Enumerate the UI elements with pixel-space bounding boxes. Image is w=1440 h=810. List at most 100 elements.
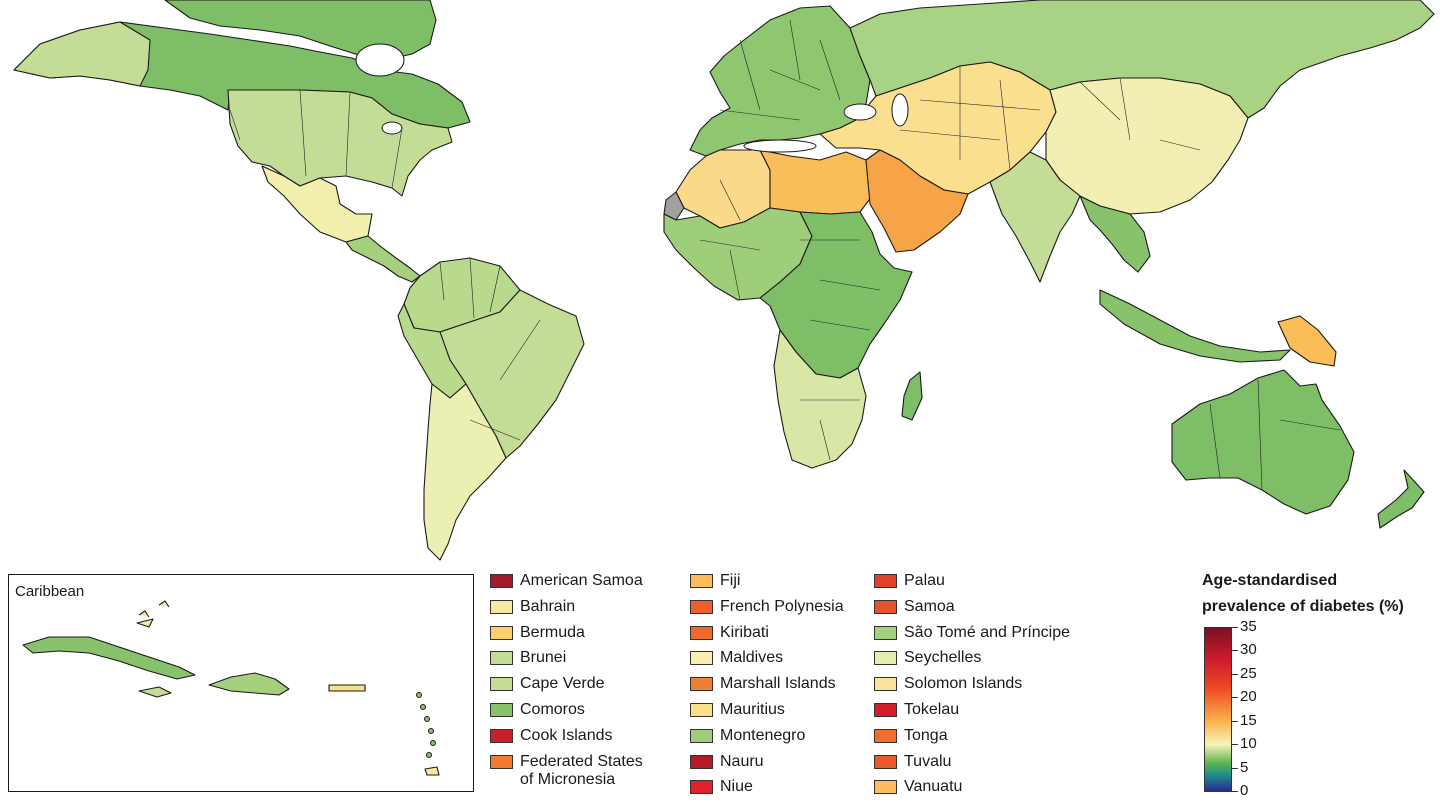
legend-swatch xyxy=(490,728,513,743)
legend-label: Marshall Islands xyxy=(720,675,836,693)
legend-label: São Tomé and Príncipe xyxy=(904,623,1071,641)
legend-label: Fiji xyxy=(720,572,741,589)
region-new-zealand xyxy=(1377,469,1425,529)
legend-swatch xyxy=(874,677,897,692)
caribbean-inset: Caribbean xyxy=(8,574,474,792)
region-jamaica xyxy=(138,686,172,698)
legend-label: Bermuda xyxy=(520,623,585,641)
scale-tick-mark xyxy=(1231,744,1238,746)
legend-swatch xyxy=(874,599,897,614)
legend-label: Federated States of Micronesia xyxy=(520,752,643,788)
legend-swatch xyxy=(490,651,513,666)
legend-label: Mauritius xyxy=(720,700,785,718)
legend-label: Tokelau xyxy=(904,700,960,718)
scale-tick-label: 35 xyxy=(1240,618,1257,635)
legend-swatch xyxy=(690,677,713,692)
legend-label: Kiribati xyxy=(720,623,769,641)
scale-tick-mark xyxy=(1231,650,1238,652)
legend-swatch xyxy=(690,780,713,795)
region-arabian-peninsula xyxy=(865,149,969,253)
legend-label: Nauru xyxy=(720,752,764,770)
region-trinidad xyxy=(424,766,440,776)
scale-tick-mark xyxy=(1231,627,1238,628)
legend-swatch xyxy=(874,728,897,743)
region-puerto-rico xyxy=(328,684,366,692)
legend-label: Brunei xyxy=(520,649,567,667)
legend-label: Solomon Islands xyxy=(904,675,1023,693)
legend-swatch xyxy=(690,599,713,614)
caribbean-inset-map xyxy=(22,600,440,776)
region-usa xyxy=(227,89,453,197)
legend-swatch xyxy=(874,780,897,795)
scale-tick-mark xyxy=(1231,697,1238,699)
region-india xyxy=(989,151,1081,283)
scale-tick-label: 30 xyxy=(1240,641,1257,659)
legend-swatch xyxy=(690,574,713,588)
region-southeast-asia xyxy=(1079,195,1151,273)
legend-label: Tuvalu xyxy=(904,752,952,770)
region-libya-egypt xyxy=(759,149,873,215)
region-bahamas xyxy=(136,600,170,628)
legend-label: American Samoa xyxy=(520,572,643,589)
legend-swatch xyxy=(490,574,513,588)
legend-label: Tonga xyxy=(904,726,948,744)
scale-tick-mark xyxy=(1231,720,1238,722)
legend-label: Cook Islands xyxy=(520,726,613,744)
color-scale-title: Age-standardised prevalence of diabetes … xyxy=(1202,568,1438,620)
legend-swatch xyxy=(690,702,713,717)
legend-label: French Polynesia xyxy=(720,597,844,615)
region-hispaniola xyxy=(208,672,290,696)
great-lakes xyxy=(381,121,403,135)
region-indonesia xyxy=(1099,289,1291,363)
color-scale-title-line1: Age-standardised xyxy=(1202,572,1338,589)
black-sea xyxy=(843,103,877,121)
legend-label: Samoa xyxy=(904,597,955,615)
hudson-bay xyxy=(355,43,405,77)
region-papua-new-guinea xyxy=(1277,315,1337,367)
legend-label: Seychelles xyxy=(904,649,982,667)
legend-swatch xyxy=(490,677,513,692)
region-madagascar xyxy=(901,371,923,421)
legend-label: Comoros xyxy=(520,700,585,718)
region-cuba xyxy=(22,636,196,680)
region-central-america xyxy=(345,235,421,283)
legend-swatch xyxy=(490,754,513,769)
world-choropleth-map xyxy=(13,0,1435,561)
legend-label: Bahrain xyxy=(520,597,576,615)
legend-label: Maldives xyxy=(720,649,784,667)
scale-tick-label: 15 xyxy=(1240,711,1257,729)
region-mexico xyxy=(261,165,373,243)
legend-swatch xyxy=(874,651,897,666)
scale-tick-mark xyxy=(1231,673,1238,675)
scale-tick-label: 20 xyxy=(1240,688,1257,706)
region-southern-cone xyxy=(423,383,507,561)
legend-label-line2: of Micronesia xyxy=(520,770,616,788)
country-borders xyxy=(229,19,1341,491)
legend-label: Niue xyxy=(720,778,753,796)
color-scale-title-line2: prevalence of diabetes (%) xyxy=(1202,598,1404,615)
scale-tick-label: 25 xyxy=(1240,664,1257,682)
legend-swatch xyxy=(690,728,713,743)
lesser-antilles xyxy=(416,692,436,758)
legend-label: Vanuatu xyxy=(904,778,963,796)
legend-swatch xyxy=(874,574,897,588)
scale-tick-mark xyxy=(1231,791,1238,792)
scale-tick-mark xyxy=(1231,767,1238,769)
legend-label: Palau xyxy=(904,572,945,589)
region-no-data xyxy=(663,191,685,221)
legend-swatch xyxy=(490,625,513,640)
scale-tick-label: 5 xyxy=(1240,758,1249,776)
color-scale-bar xyxy=(1204,627,1232,792)
scale-tick-label: 10 xyxy=(1240,735,1257,753)
legend-swatch xyxy=(874,702,897,717)
scale-tick-label: 0 xyxy=(1240,782,1249,799)
legend-swatch xyxy=(874,625,897,640)
legend-swatch xyxy=(874,754,897,769)
region-southern-africa xyxy=(773,329,867,469)
legend-swatch xyxy=(490,599,513,614)
region-australia xyxy=(1171,369,1355,515)
caribbean-inset-title: Caribbean xyxy=(15,583,85,600)
legend-label: Montenegro xyxy=(720,726,806,744)
legend-swatch xyxy=(490,702,513,717)
legend-swatch xyxy=(690,651,713,666)
